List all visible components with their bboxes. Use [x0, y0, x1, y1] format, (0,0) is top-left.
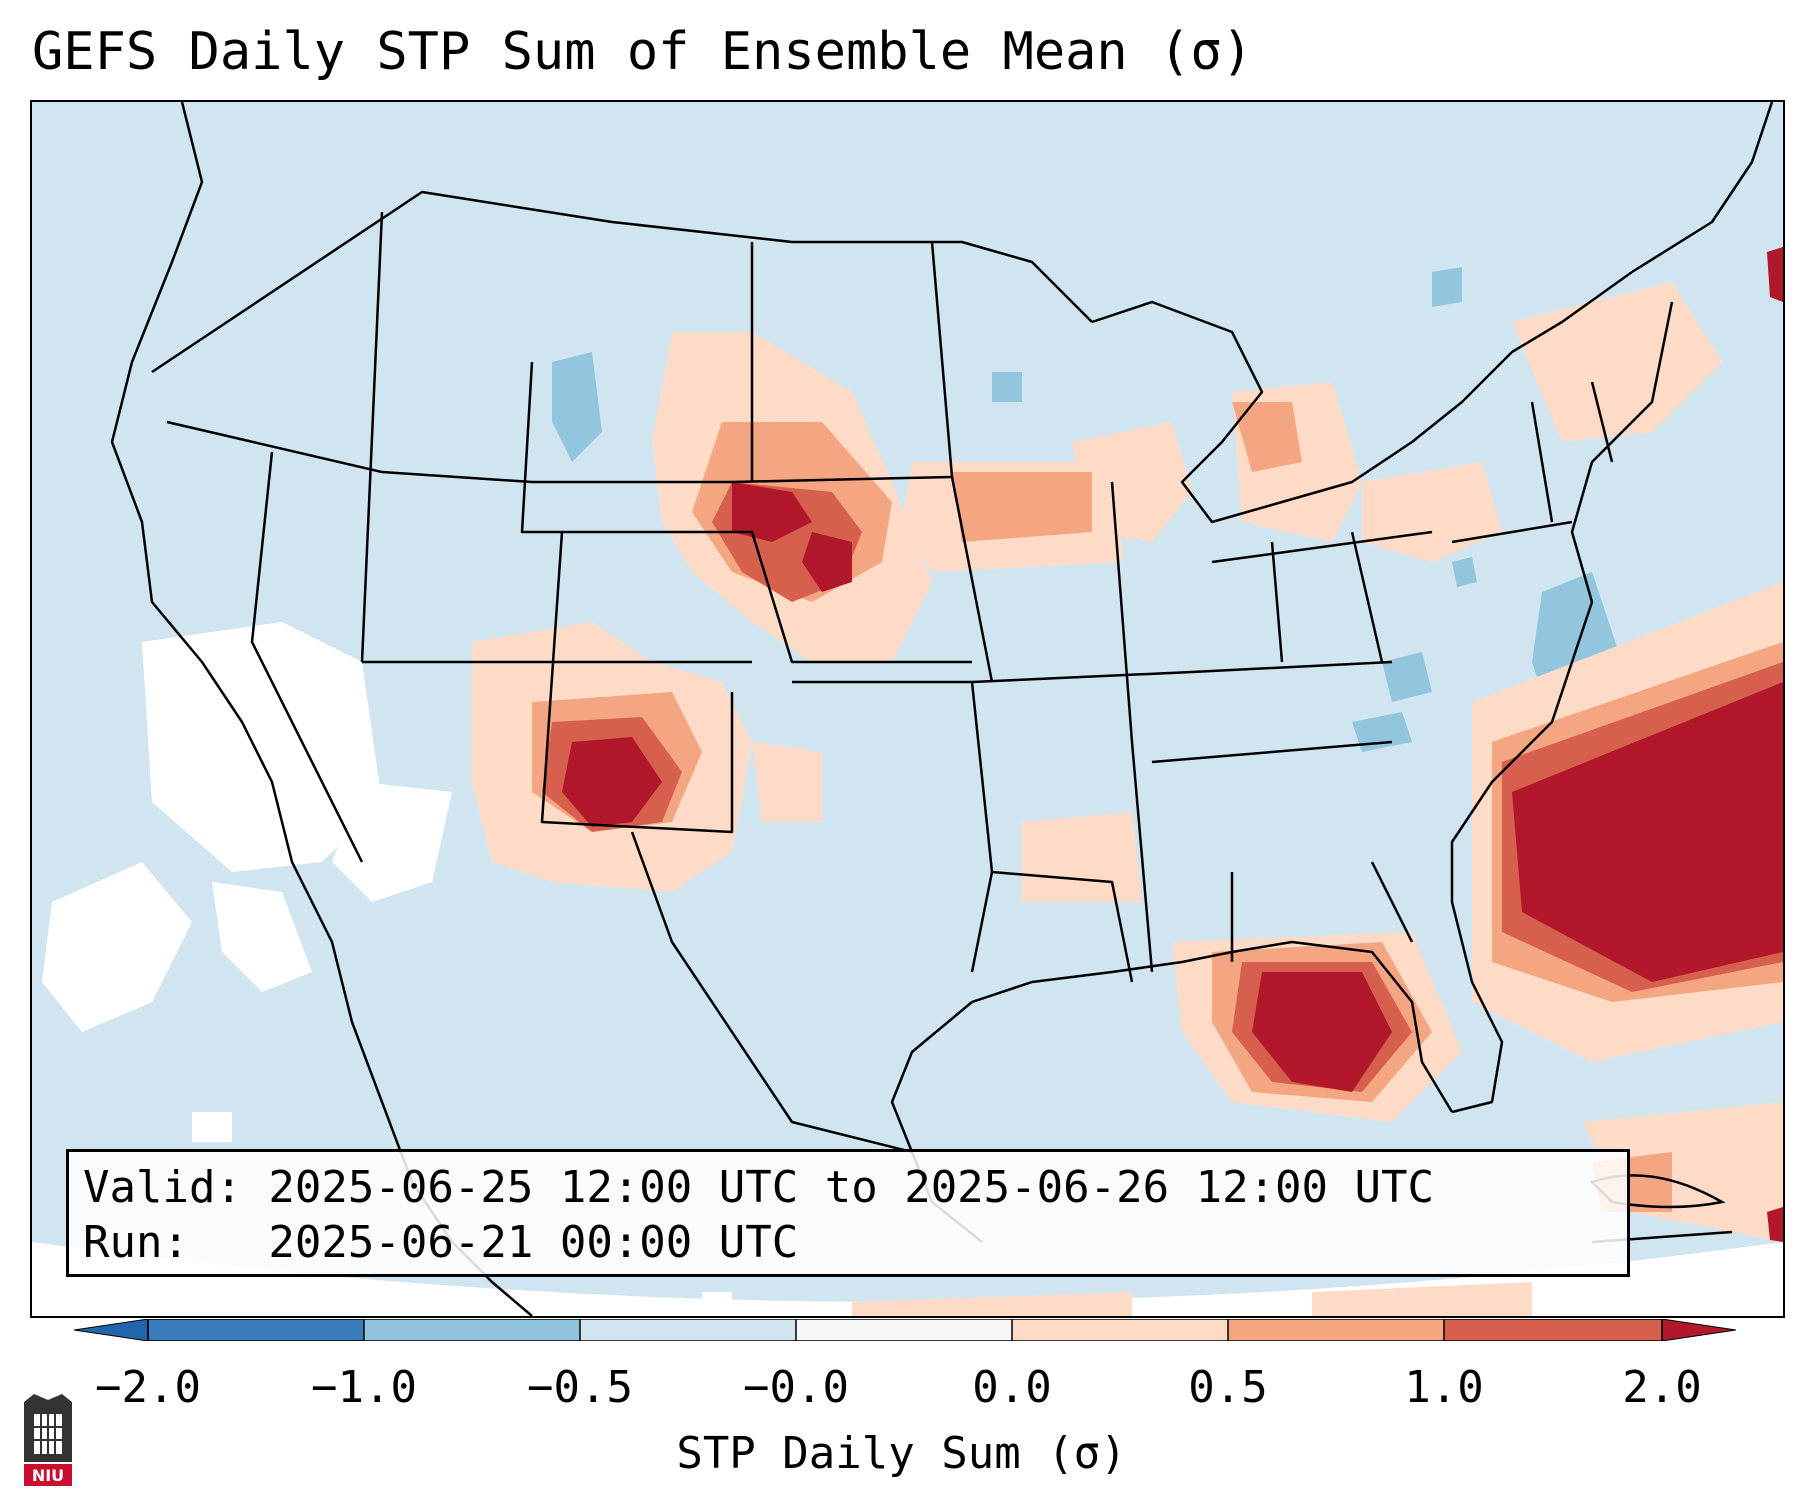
valid-run-info-box: Valid: 2025-06-25 12:00 UTC to 2025-06-2… [66, 1149, 1630, 1277]
map-svg [32, 102, 1783, 1316]
colorbar-tick-label: 2.0 [1622, 1362, 1702, 1413]
colorbar-tick-label: −0.0 [743, 1362, 849, 1413]
colorbar-bin-1 [148, 1319, 364, 1341]
run-time-text: Run: 2025-06-21 00:00 UTC [83, 1217, 799, 1268]
coastlines-borders [110, 102, 1774, 1316]
colorbar-under-arrow [74, 1319, 149, 1341]
colorbar-tick-label: 1.0 [1404, 1362, 1484, 1413]
colorbar-bin-2 [364, 1319, 580, 1341]
colorbar-tick-label: −0.5 [527, 1362, 633, 1413]
colorbar [74, 1319, 1736, 1341]
colorbar-tick-label: 0.0 [972, 1362, 1052, 1413]
colorbar-over-arrow [1661, 1319, 1736, 1341]
colorbar-tick-label: 0.5 [1188, 1362, 1268, 1413]
colorbar-bin-6 [1228, 1319, 1444, 1341]
colorbar-tick-label: −2.0 [95, 1362, 201, 1413]
valid-time-text: Valid: 2025-06-25 12:00 UTC to 2025-06-2… [83, 1162, 1435, 1213]
colorbar-label: STP Daily Sum (σ) [676, 1428, 1127, 1479]
colorbar-tick-label: −1.0 [311, 1362, 417, 1413]
map-panel [30, 100, 1785, 1318]
niu-logo-icon: NIU [24, 1394, 72, 1486]
colorbar-bin-5 [1012, 1319, 1228, 1341]
colorbar-bin-7 [1444, 1319, 1662, 1341]
positive-max-areas [562, 247, 1783, 1242]
niu-logo-text: NIU [32, 1466, 64, 1485]
near-zero-areas [42, 622, 732, 1312]
chart-title: GEFS Daily STP Sum of Ensemble Mean (σ) [32, 22, 1253, 82]
colorbar-bin-4 [796, 1319, 1012, 1341]
colorbar-bin-3 [580, 1319, 796, 1341]
